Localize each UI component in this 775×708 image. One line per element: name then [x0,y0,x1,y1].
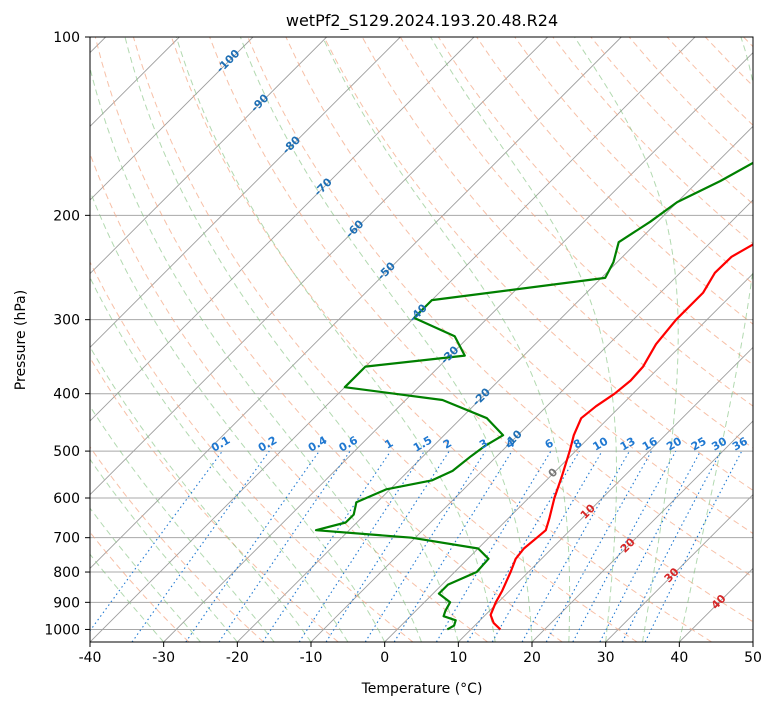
dewpoint-profile-line [314,161,753,631]
dry-adiabat-line [132,37,638,642]
mixing-ratio-line [599,450,701,642]
mixing-ratio-line [298,450,425,642]
moist-adiabat-line [678,37,753,642]
dry-adiabat-line [285,37,753,535]
moist-adiabat-line [90,65,422,642]
dry-adiabat-line [209,37,753,623]
y-tick-label: 500 [53,444,80,460]
dry-adiabat-line [90,260,414,642]
isotherm-line [90,37,622,569]
plot-frame [89,36,754,643]
x-tick-label: 20 [523,650,541,666]
mixing-ratio-line [467,450,580,642]
moist-adiabat-line [90,458,238,642]
series-layer [314,161,753,631]
x-axis-title: Temperature (°C) [361,681,483,697]
dry-adiabat-line [94,37,563,642]
isotherm-line [605,494,753,642]
isotherm-line [458,346,753,642]
mixing-ratio-line [393,450,513,642]
mixing-ratio-line [572,450,677,642]
x-tick-label: 0 [380,650,389,666]
y-tick-label: 700 [53,531,80,547]
y-tick-label: 300 [53,313,80,329]
isotherm-line [90,37,548,496]
y-tick-label: 800 [53,565,80,581]
moist-adiabat-line [175,37,496,642]
dry-adiabat-line [171,37,712,642]
isotherm-line [163,52,753,642]
y-tick-label: 400 [53,387,80,403]
dry-adiabat-line [514,37,753,285]
grid-layer [90,37,753,642]
y-tick-label: 100 [53,30,80,46]
isotherm-line [90,37,327,275]
x-tick-label: -20 [226,650,249,666]
dry-adiabat-line [247,37,753,578]
moist-adiabat-line [90,553,165,642]
moist-adiabat-line [90,345,312,642]
moist-adiabat-line [124,37,459,642]
x-tick-label: -30 [152,650,175,666]
x-tick-label: 50 [744,650,762,666]
x-tick-label: -40 [79,650,102,666]
isotherm-line [531,420,753,642]
moist-adiabat-line [574,37,679,642]
dry-adiabat-line [90,446,264,642]
isotherm-line [237,125,753,642]
moist-adiabat-line [239,37,533,642]
y-tick-label: 1000 [44,622,80,638]
y-tick-label: 600 [53,491,80,507]
moist-adiabat-line [90,405,275,642]
x-tick-label: 10 [449,650,467,666]
moist-adiabat-line [90,276,349,642]
y-tick-label: 200 [53,208,80,224]
x-tick-label: 40 [670,650,688,666]
x-tick-label: 30 [597,650,615,666]
x-tick-label: -10 [300,650,323,666]
isotherm-line [90,37,401,348]
temperature-profile-line [489,243,753,631]
isotherm-line [90,37,475,422]
mixing-ratio-line [364,450,486,642]
moist-adiabat-line [90,507,201,642]
moist-adiabat-line [90,189,386,642]
isotherm-line [384,273,753,642]
chart-title: wetPf2_S129.2024.193.20.48.R24 [286,11,558,31]
mixing-ratio-line [325,450,450,642]
mixing-ratio-line [218,450,351,642]
dry-adiabat-line [476,37,753,325]
mixing-ratio-line [262,450,392,642]
isotherm-line [90,37,254,201]
mixing-ratio-line [185,450,320,642]
y-axis-title: Pressure (hPa) [13,290,29,390]
dry-adiabat-line [323,37,753,491]
tick-layer: -40 -30 -20 -10 0 10 20 30 40 50 100 200 300 400 500 60… [44,30,762,666]
moist-adiabat-line [322,37,571,642]
y-tick-label: 900 [53,595,80,611]
